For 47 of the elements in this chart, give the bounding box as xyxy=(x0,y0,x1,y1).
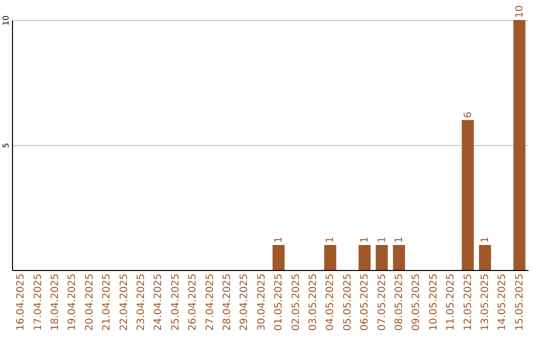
y-tick-label: 5 xyxy=(2,142,10,148)
bar xyxy=(513,20,526,270)
bar xyxy=(324,245,336,270)
x-tick-label: 08.05.2025 xyxy=(394,274,405,331)
data-label: 1 xyxy=(480,236,491,243)
x-tick-label: 12.05.2025 xyxy=(462,274,474,331)
data-label: 1 xyxy=(325,236,336,243)
data-label: 1 xyxy=(360,236,371,243)
bar xyxy=(358,245,371,270)
data-label: 6 xyxy=(462,112,474,118)
data-label: 1 xyxy=(376,236,388,243)
x-tick-label: 16.04.2025 xyxy=(16,274,27,331)
bar xyxy=(462,120,474,270)
x-tick-label: 24.04.2025 xyxy=(153,274,164,331)
x-tick-label: 21.04.2025 xyxy=(102,274,113,331)
x-tick-label: 02.05.2025 xyxy=(290,274,302,331)
data-label: 1 xyxy=(394,236,405,243)
bar xyxy=(392,245,406,270)
x-tick-label: 11.05.2025 xyxy=(446,274,457,331)
x-tick-label: 20.04.2025 xyxy=(84,274,96,331)
x-tick-label: 26.04.2025 xyxy=(188,274,199,331)
x-tick-label: 09.05.2025 xyxy=(411,274,422,331)
x-tick-label: 25.04.2025 xyxy=(170,274,182,331)
x-tick-label: 04.05.2025 xyxy=(325,274,336,331)
data-label: 1 xyxy=(274,236,285,243)
bar xyxy=(272,245,285,270)
x-tick-label: 19.04.2025 xyxy=(67,274,78,331)
x-tick-label: 10.05.2025 xyxy=(428,274,440,331)
bar xyxy=(478,245,492,270)
x-tick-label: 29.04.2025 xyxy=(239,274,250,331)
x-tick-label: 17.04.2025 xyxy=(32,274,44,331)
x-tick-label: 07.05.2025 xyxy=(376,274,388,331)
x-tick-label: 22.04.2025 xyxy=(118,274,130,331)
x-tick-label: 18.04.2025 xyxy=(50,274,61,331)
data-label: 10 xyxy=(514,5,526,18)
x-tick-label: 15.05.2025 xyxy=(514,274,526,331)
x-tick-label: 30.04.2025 xyxy=(256,274,268,331)
x-tick-label: 23.04.2025 xyxy=(136,274,147,331)
x-tick-label: 03.05.2025 xyxy=(308,274,319,331)
x-tick-label: 01.05.2025 xyxy=(274,274,285,331)
x-tick-label: 13.05.2025 xyxy=(480,274,491,331)
bar xyxy=(376,245,388,270)
x-tick-label: 05.05.2025 xyxy=(342,274,354,331)
x-tick-label: 28.04.2025 xyxy=(222,274,233,331)
x-tick-label: 06.05.2025 xyxy=(360,274,371,331)
x-tick-label: 14.05.2025 xyxy=(497,274,508,331)
x-tick-label: 27.04.2025 xyxy=(204,274,216,331)
